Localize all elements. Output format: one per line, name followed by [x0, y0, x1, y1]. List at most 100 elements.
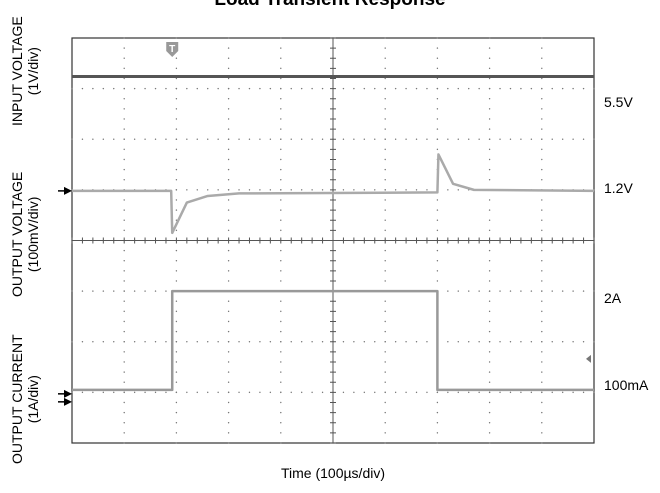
grid-dot — [290, 138, 292, 140]
grid-dot — [363, 138, 366, 140]
grid-dot — [175, 67, 178, 70]
grid-dot — [280, 330, 282, 333]
grid-dot — [311, 391, 313, 394]
grid-dot — [280, 189, 282, 191]
grid-dot — [102, 341, 105, 343]
grid-dot — [311, 138, 313, 140]
grid-dot — [572, 290, 574, 292]
grid-dot — [321, 391, 324, 394]
grid-dot — [541, 138, 543, 140]
markers: T — [58, 42, 591, 406]
grid-dot — [436, 67, 439, 70]
trace-2 — [72, 289, 594, 392]
grid-dot — [227, 219, 230, 221]
grid-dot — [436, 411, 439, 414]
grid-dot — [207, 87, 209, 90]
grid-dot — [561, 341, 564, 343]
grid-dot — [102, 87, 105, 90]
grid-dot — [384, 351, 386, 353]
grid-dot — [238, 87, 240, 90]
grid-dot — [561, 87, 564, 90]
grid-dot — [405, 138, 407, 140]
grid-dot — [384, 189, 386, 191]
grid-dot — [509, 290, 512, 292]
grid-dot — [384, 148, 386, 151]
grid-dot — [353, 138, 355, 140]
grid-dot — [280, 391, 282, 394]
grid-dot — [186, 138, 188, 140]
grid-dot — [175, 300, 178, 302]
grid-dot — [478, 290, 480, 292]
grid — [71, 37, 595, 444]
output-current-axis-title: OUTPUT CURRENT — [9, 334, 25, 464]
grid-dot — [227, 108, 230, 110]
grid-dot — [81, 391, 84, 394]
grid-dot — [488, 179, 491, 181]
grid-dot — [541, 128, 543, 130]
grid-dot — [593, 138, 595, 140]
grid-dot — [123, 361, 125, 363]
grid-dot — [541, 158, 543, 161]
grid-dot — [541, 118, 543, 120]
grid-dot — [436, 391, 439, 394]
grid-dot — [113, 138, 115, 140]
grid-dot — [175, 330, 178, 333]
grid-dot — [384, 179, 386, 181]
grid-dot — [175, 260, 178, 262]
grid-dot — [520, 290, 522, 292]
grid-dot — [457, 391, 459, 394]
grid-dot — [436, 57, 439, 59]
grid-dot — [426, 138, 428, 140]
grid-dot — [227, 381, 230, 383]
grid-dot — [71, 341, 73, 343]
grid-dot — [123, 77, 125, 80]
grid-dot — [436, 37, 439, 39]
grid-dot — [123, 341, 125, 343]
input-voltage-axis-scale: (1V/div) — [25, 47, 41, 96]
grid-dot — [248, 391, 251, 394]
grid-dot — [436, 87, 439, 90]
grid-dot — [488, 37, 491, 39]
grid-dot — [71, 87, 73, 90]
grid-dot — [342, 87, 345, 90]
grid-dot — [488, 260, 491, 262]
grid-dot — [520, 391, 522, 394]
grid-dot — [144, 290, 146, 292]
grid-dot — [92, 138, 94, 140]
grid-dot — [123, 300, 125, 302]
grid-dot — [478, 391, 480, 394]
grid-dot — [436, 98, 439, 100]
grid-dot — [509, 87, 512, 90]
output-voltage-level-label: 1.2V — [604, 180, 633, 196]
grid-dot — [488, 138, 491, 140]
grid-dot — [227, 57, 230, 59]
grid-dot — [551, 391, 553, 394]
grid-dot — [488, 229, 491, 232]
grid-dot — [123, 128, 125, 130]
grid-dot — [300, 138, 303, 140]
grid-dot — [530, 341, 533, 343]
grid-dot — [165, 290, 167, 292]
grid-dot — [92, 341, 94, 343]
grid-dot — [436, 422, 439, 424]
grid-dot — [394, 87, 397, 90]
grid-dot — [499, 138, 501, 140]
grid-dot — [530, 391, 533, 394]
grid-dot — [81, 341, 84, 343]
grid-dot — [123, 432, 125, 434]
grid-dot — [123, 290, 125, 292]
grid-dot — [71, 391, 73, 394]
grid-dot — [269, 87, 272, 90]
grid-dot — [280, 118, 282, 120]
grid-dot — [175, 87, 178, 90]
grid-dot — [488, 422, 491, 424]
grid-dot — [541, 422, 543, 424]
grid-dot — [196, 138, 198, 140]
grid-dot — [374, 189, 376, 191]
grid-dot — [541, 361, 543, 363]
grid-dot — [175, 229, 178, 232]
trigger-level-marker — [586, 354, 591, 363]
grid-dot — [227, 118, 230, 120]
grid-dot — [478, 87, 480, 90]
grid-dot — [384, 138, 386, 140]
